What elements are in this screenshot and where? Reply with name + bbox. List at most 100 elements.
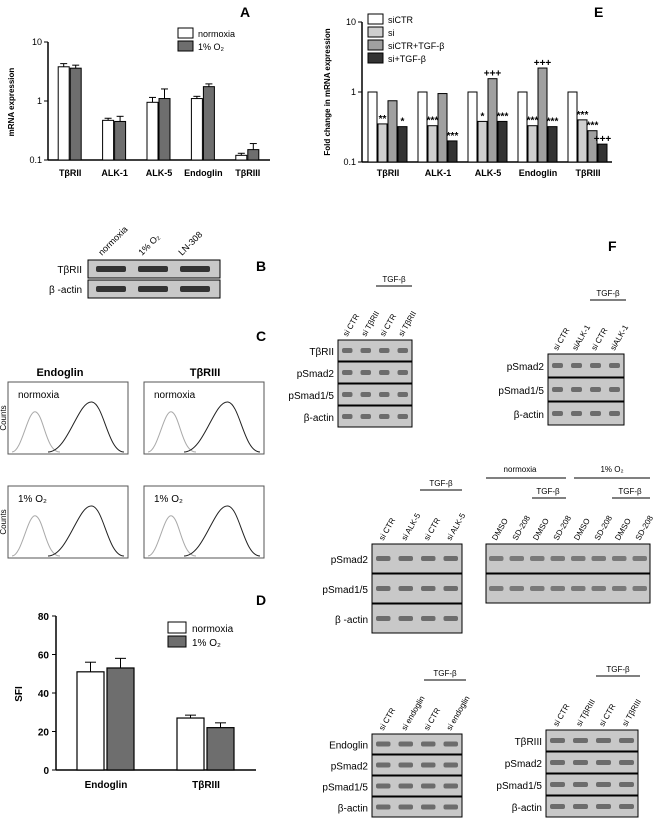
e-bar [537, 67, 548, 163]
f6-band [619, 804, 634, 809]
e-annotation: *** [497, 111, 509, 122]
f5-band [421, 783, 436, 789]
e-bar [427, 125, 438, 163]
e-ytick-label: 0.1 [343, 157, 356, 167]
panel-label-f: F [608, 238, 617, 254]
a-xtick-label: Endoglin [184, 168, 223, 178]
f1-lane-label: si CTR [341, 312, 361, 338]
f1-band [342, 392, 353, 397]
e-xtick-label: Endoglin [519, 168, 558, 178]
panel-label-b: B [256, 258, 267, 274]
f6-band [596, 760, 611, 765]
a-ylabel: mRNA expression [7, 68, 16, 137]
f6-blot-strip [545, 751, 639, 774]
f6-band [596, 804, 611, 809]
a-bar [158, 98, 171, 161]
f3-band [398, 586, 413, 591]
f5-band [443, 741, 458, 747]
f2-blot-strip [547, 377, 625, 402]
f3-lane-label: si CTR [422, 516, 442, 542]
f4-band [550, 556, 565, 561]
a-legend-swatch [177, 40, 194, 52]
panel-label-c: C [256, 328, 267, 344]
f5-band [421, 804, 436, 810]
e-bar [487, 78, 498, 163]
e-bar [567, 91, 578, 163]
f3-lane-label: si ALK-5 [400, 511, 423, 542]
e-legend-label: si [388, 28, 395, 38]
f2-band [590, 363, 601, 368]
f1-band [379, 414, 390, 419]
f6-band [573, 760, 588, 765]
f6-band [619, 738, 634, 743]
f2-band [590, 411, 601, 416]
b-row-label: TβRII [57, 265, 82, 276]
a-bar [146, 101, 159, 161]
f2-band [552, 411, 563, 416]
f5-band [398, 741, 413, 747]
e-bar [587, 130, 598, 163]
e-legend-label: si+TGF-β [388, 54, 426, 64]
a-bar [114, 120, 127, 161]
b-band [180, 286, 210, 292]
f5-band [376, 741, 391, 747]
d-ylabel: SFI [14, 686, 25, 702]
f6-band [573, 782, 588, 787]
f1-band [360, 348, 371, 353]
f4-cond-hypoxia: 1% O₂ [600, 465, 623, 474]
f4-band [530, 556, 545, 561]
f2-tgf-label: TGF-β [596, 289, 620, 298]
f5-tgf-label: TGF-β [433, 669, 457, 678]
f1-row-label: pSmad1/5 [288, 391, 334, 402]
f3-band [421, 616, 436, 621]
e-bar [547, 126, 558, 163]
f6-lane-label: si CTR [597, 702, 617, 728]
a-xtick-label: ALK-1 [101, 168, 128, 178]
c-condition-label: 1% O₂ [18, 494, 47, 505]
c-ylabel: Counts [0, 405, 8, 430]
e-bar [447, 140, 458, 163]
f4-lane-label: DMSO [613, 517, 633, 542]
d-ytick-label: 20 [38, 728, 50, 739]
c-stain-curve [183, 401, 261, 453]
e-annotation: *** [447, 131, 459, 142]
f6-band [573, 804, 588, 809]
f3-band [443, 586, 458, 591]
f1-lane-label: si TβRII [397, 310, 419, 338]
f5-band [421, 762, 436, 768]
f2-band [609, 387, 620, 392]
f6-row-label: β-actin [512, 803, 542, 814]
f5-blot-strip [371, 796, 463, 818]
f3-band [421, 586, 436, 591]
c-condition-label: normoxia [18, 390, 60, 401]
d-xtick-label: Endoglin [85, 780, 128, 791]
e-annotation: *** [587, 121, 599, 132]
f6-band [550, 738, 565, 743]
f6-band [550, 804, 565, 809]
f4-band [591, 586, 606, 591]
f5-row-label: pSmad1/5 [322, 783, 368, 794]
f2-blot-strip [547, 353, 625, 378]
e-bar [517, 91, 528, 163]
d-bar [176, 717, 205, 771]
f6-row-label: pSmad2 [505, 759, 543, 770]
e-annotation: +++ [484, 69, 502, 80]
a-bar [247, 149, 260, 161]
e-xtick-label: TβRII [377, 168, 400, 178]
f1-band [379, 392, 390, 397]
d-ytick-label: 80 [38, 612, 50, 623]
e-bar [367, 91, 378, 163]
f6-band [550, 760, 565, 765]
d-ytick-label: 0 [43, 766, 49, 777]
e-bar [387, 100, 398, 163]
f3-lane-label: si CTR [377, 516, 397, 542]
f4-lane-label: SD-208 [552, 514, 574, 542]
f3-row-label: pSmad2 [331, 555, 369, 566]
f1-row-label: TβRII [309, 347, 334, 358]
b-band [138, 286, 168, 292]
c-histogram-frame [7, 381, 129, 455]
d-bar [76, 671, 105, 771]
f1-band [342, 370, 353, 375]
f4-band [571, 556, 586, 561]
f6-band [619, 782, 634, 787]
